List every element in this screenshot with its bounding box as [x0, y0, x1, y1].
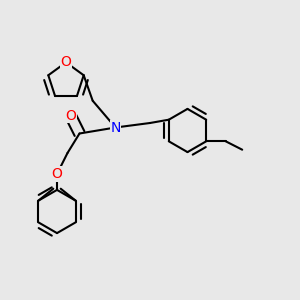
Text: O: O — [61, 56, 71, 69]
Text: O: O — [65, 109, 76, 122]
Text: O: O — [52, 167, 62, 181]
Text: N: N — [110, 121, 121, 134]
